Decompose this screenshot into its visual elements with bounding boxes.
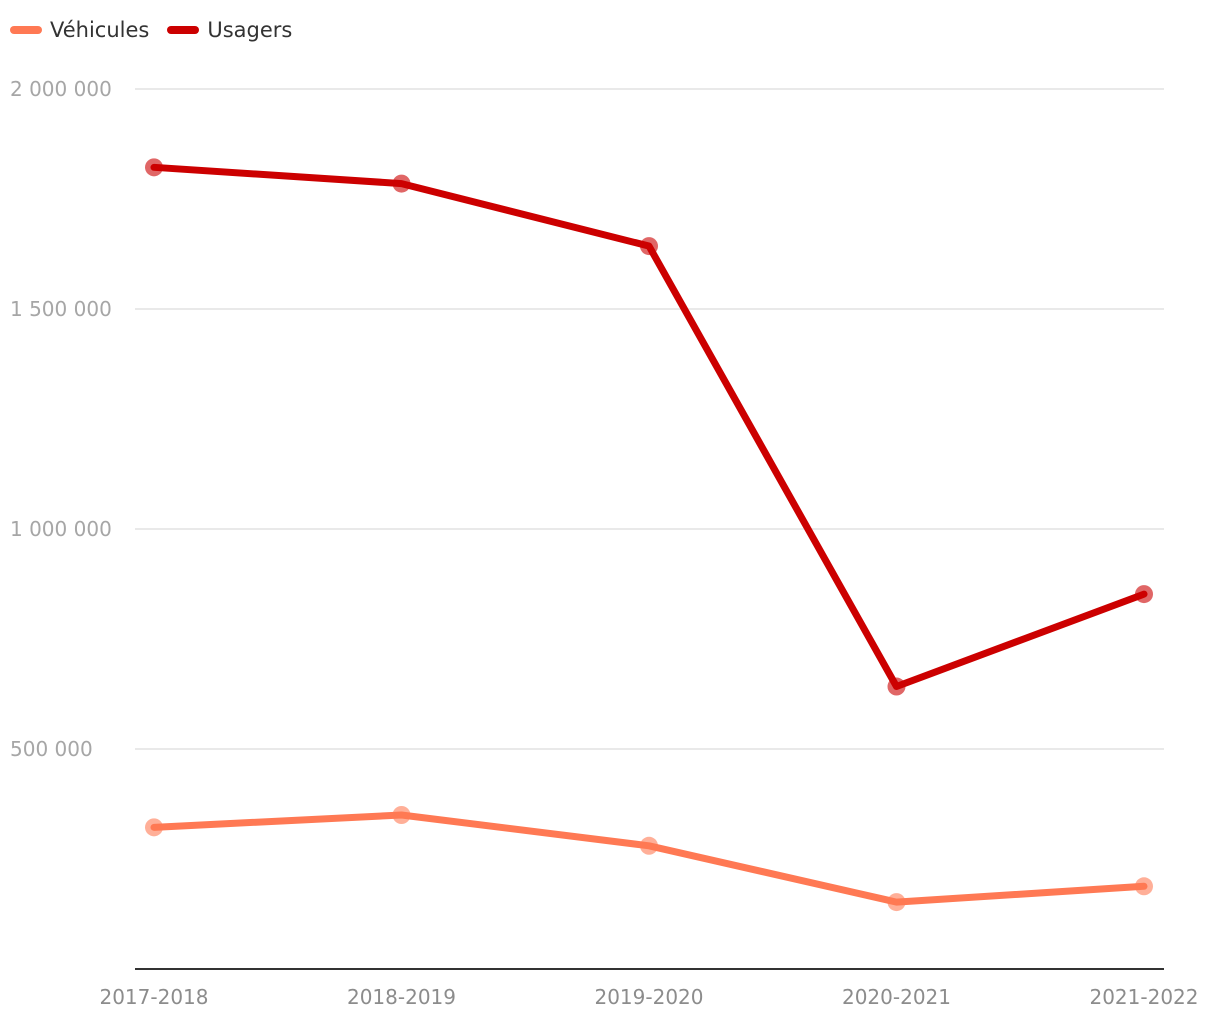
data-point — [145, 158, 163, 177]
data-point — [392, 174, 411, 193]
data-point — [1135, 877, 1153, 896]
data-point — [1135, 585, 1153, 604]
x-tick-label: 2019-2020 — [594, 985, 703, 1009]
data-point — [640, 237, 658, 256]
x-tick-label: 2018-2019 — [347, 985, 456, 1009]
data-point — [640, 836, 658, 855]
y-tick-label: 2 000 000 — [10, 77, 112, 101]
x-tick-label: 2021-2022 — [1089, 985, 1198, 1009]
legend: Véhicules Usagers — [10, 18, 292, 42]
data-point — [887, 677, 906, 696]
legend-swatch-vehicules — [10, 26, 42, 34]
series-line-0 — [150, 811, 1148, 906]
data-point — [887, 893, 906, 912]
data-point — [145, 818, 163, 837]
data-point — [392, 806, 411, 824]
x-tick-label: 2017-2018 — [99, 985, 208, 1009]
x-tick-label: 2020-2021 — [842, 985, 951, 1009]
y-tick-label: 1 500 000 — [10, 297, 112, 321]
legend-item-usagers[interactable]: Usagers — [167, 18, 292, 42]
legend-label-usagers: Usagers — [207, 18, 293, 42]
legend-item-vehicules[interactable]: Véhicules — [10, 18, 149, 42]
y-tick-label: 500 000 — [10, 737, 93, 761]
y-tick-label: 1 000 000 — [10, 517, 112, 541]
legend-swatch-usagers — [167, 26, 200, 34]
legend-label-vehicules: Véhicules — [50, 18, 150, 42]
